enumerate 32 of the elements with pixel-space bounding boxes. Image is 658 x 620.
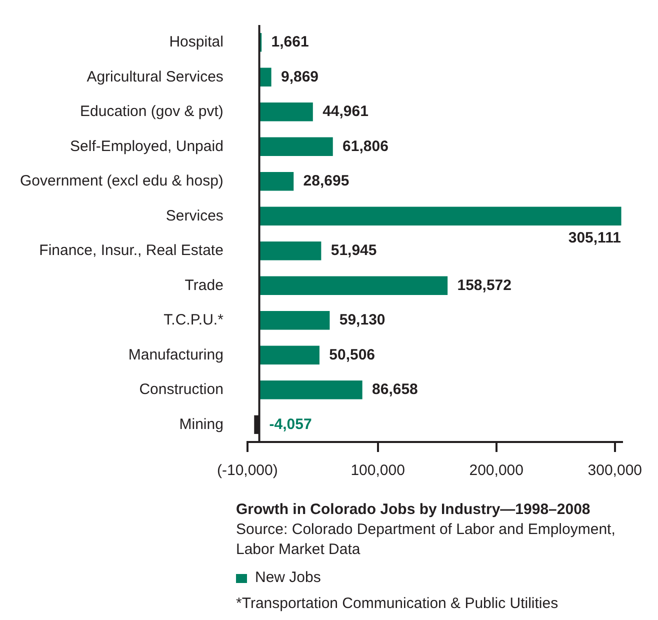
data-label: 61,806 [342,138,388,155]
data-label: -4,057 [269,416,312,433]
x-tick-label: (-10,000) [216,462,278,480]
y-tick-label: Services [166,207,224,224]
data-label: 1,661 [271,34,309,51]
data-label: 50,506 [329,346,376,364]
y-tick-label: T.C.P.U.* [164,312,224,329]
y-tick-label: Self-Employed, Unpaid [70,138,224,155]
data-label: 86,658 [372,381,418,398]
text: Growth in Colorado Jobs by Industry—1998–2008 [236,500,592,520]
text: *Transportation Communication & Public Utilities [236,594,560,614]
legend-label: New Jobs [255,568,321,588]
y-tick-label: Government (excl edu & hosp) [20,172,224,190]
data-label: 305,111 [568,229,621,246]
y-tick-label: Finance, Insur., Real Estate [39,242,224,260]
y-tick-label: Agricultural Services [86,68,224,86]
y-tick-label: Manufacturing [128,346,224,364]
source-note: Source: Colorado Department of Labor and Employment, Labor Market Data [236,520,616,560]
data-label: 44,961 [322,103,368,120]
y-tick-label: Trade [184,276,224,294]
data-label: 28,695 [303,172,350,190]
data-label: 51,945 [330,242,377,260]
y-tick-label: Mining [179,416,224,433]
x-tick-label: 200,000 [469,462,524,480]
data-label: 59,130 [339,312,386,329]
y-tick-label: Education (gov & pvt) [80,103,224,120]
data-label: 9,869 [280,68,319,86]
y-tick-label: Construction [139,381,224,398]
x-tick-label: 100,000 [350,462,405,480]
x-tick-label: 300,000 [588,462,642,480]
data-label: 158,572 [457,276,512,294]
y-tick-label: Hospital [169,34,224,51]
